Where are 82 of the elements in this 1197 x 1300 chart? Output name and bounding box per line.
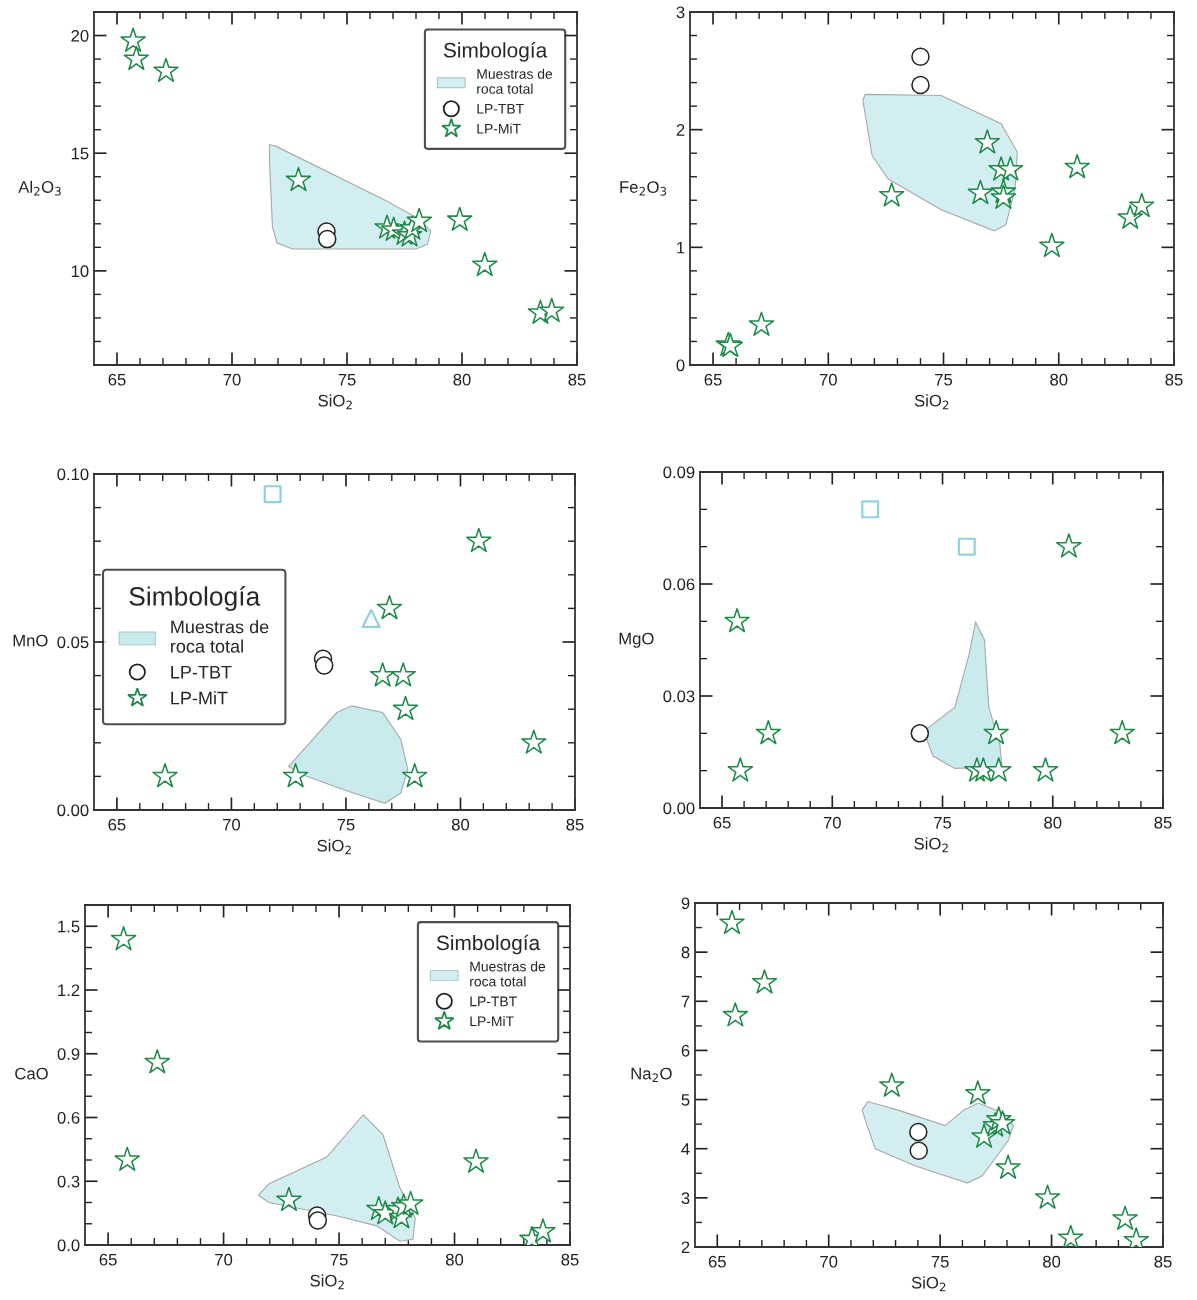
y-axis-title: Fe$_{2}$O$_{3}$	[620, 181, 667, 196]
y-tick-label: 1	[677, 241, 685, 254]
x-tick-label: 75	[330, 1253, 348, 1266]
y-tick-label: 0.3	[57, 1175, 80, 1188]
y-axis-title: MgO	[619, 632, 654, 648]
y-tick-label: 0.06	[663, 578, 695, 591]
y-tick-label: 0.00	[663, 802, 695, 815]
x-axis-title: SiO$_{2}$	[914, 837, 948, 853]
y-tick-label: 0.05	[57, 636, 89, 649]
legend-label: LP-MiT	[470, 1016, 514, 1027]
x-tick-label: 80	[451, 818, 470, 831]
legend-label: LP-TBT	[477, 104, 524, 114]
y-tick-label: 5	[681, 1094, 690, 1106]
x-tick-label: 80	[1050, 373, 1068, 386]
x-tick-label: 75	[337, 818, 355, 831]
y-axis-title: CaO	[15, 1067, 48, 1080]
x-tick-label: 80	[1044, 816, 1062, 829]
y-tick-label: 6	[681, 1044, 690, 1057]
y-tick-label: 20	[71, 29, 89, 42]
x-tick-label: 65	[99, 1253, 117, 1266]
legend-label: LP-TBT	[171, 665, 232, 679]
y-tick-label: 0.10	[57, 468, 89, 481]
x-axis-title: SiO$_{2}$	[318, 394, 352, 410]
x-tick-label: 85	[1154, 1255, 1172, 1268]
x-tick-label: 65	[713, 816, 731, 829]
legend-label: LP-TBT	[470, 996, 517, 1007]
x-tick-label: 80	[1043, 1255, 1061, 1268]
x-tick-label: 70	[819, 373, 837, 386]
y-tick-label: 0.09	[663, 466, 695, 479]
x-tick-label: 75	[934, 816, 952, 829]
x-tick-label: 80	[453, 373, 471, 386]
x-tick-label: 85	[568, 373, 586, 386]
legend-label: Muestras de roca total	[470, 961, 546, 987]
x-tick-label: 85	[561, 1253, 579, 1266]
y-tick-label: 1.5	[58, 920, 80, 933]
x-tick-label: 75	[931, 1255, 949, 1268]
x-axis-title: SiO$_{2}$	[317, 839, 351, 855]
y-tick-label: 1.2	[58, 984, 80, 997]
y-tick-label: 0	[676, 359, 685, 372]
y-tick-label: 10	[71, 265, 89, 278]
legend-label: LP-MiT	[477, 123, 521, 134]
x-axis-title: SiO$_{2}$	[310, 1274, 344, 1290]
y-axis-title: Al$_{2}$O$_{3}$	[18, 180, 61, 196]
y-tick-label: 2	[676, 124, 685, 136]
x-tick-label: 65	[108, 373, 126, 386]
legend-label: LP-MiT	[171, 691, 228, 705]
legend-title: Simbología	[436, 934, 541, 955]
legend-title: Simbología	[129, 586, 261, 611]
x-tick-label: 70	[223, 818, 241, 831]
y-tick-label: 0.6	[57, 1111, 80, 1124]
y-tick-label: 7	[681, 995, 690, 1008]
x-tick-label: 85	[1154, 816, 1172, 829]
legend-label: Muestras de roca total	[171, 620, 269, 653]
y-tick-label: 0.03	[663, 690, 695, 703]
x-axis-title: SiO$_{2}$	[911, 1276, 946, 1292]
y-tick-label: 3	[676, 6, 685, 19]
x-tick-label: 75	[935, 373, 953, 386]
y-tick-label: 8	[681, 946, 690, 959]
x-tick-label: 85	[566, 818, 584, 831]
x-tick-label: 70	[215, 1253, 233, 1266]
y-axis-title: Na$_{2}$O	[631, 1067, 672, 1083]
y-tick-label: 0.00	[57, 804, 89, 817]
x-tick-label: 75	[338, 373, 356, 386]
y-tick-label: 2	[681, 1241, 690, 1254]
y-axis-title: MnO	[13, 634, 48, 647]
y-tick-label: 4	[681, 1143, 690, 1155]
y-tick-label: 9	[681, 897, 690, 910]
y-tick-label: 0.9	[57, 1048, 80, 1060]
x-tick-label: 65	[108, 818, 126, 831]
legend-title: Simbología	[443, 42, 548, 62]
x-axis-title: SiO$_{2}$	[914, 394, 949, 410]
y-tick-label: 15	[71, 147, 89, 160]
x-tick-label: 70	[820, 1255, 838, 1268]
x-tick-label: 85	[1165, 373, 1183, 386]
y-tick-label: 0.0	[57, 1239, 80, 1252]
x-tick-label: 65	[708, 1255, 726, 1268]
y-tick-label: 3	[681, 1192, 690, 1205]
x-tick-label: 65	[704, 373, 722, 386]
x-tick-label: 70	[223, 373, 241, 386]
x-tick-label: 70	[823, 816, 841, 829]
legend-label: Muestras de roca total	[477, 68, 553, 94]
x-tick-label: 80	[445, 1253, 464, 1266]
